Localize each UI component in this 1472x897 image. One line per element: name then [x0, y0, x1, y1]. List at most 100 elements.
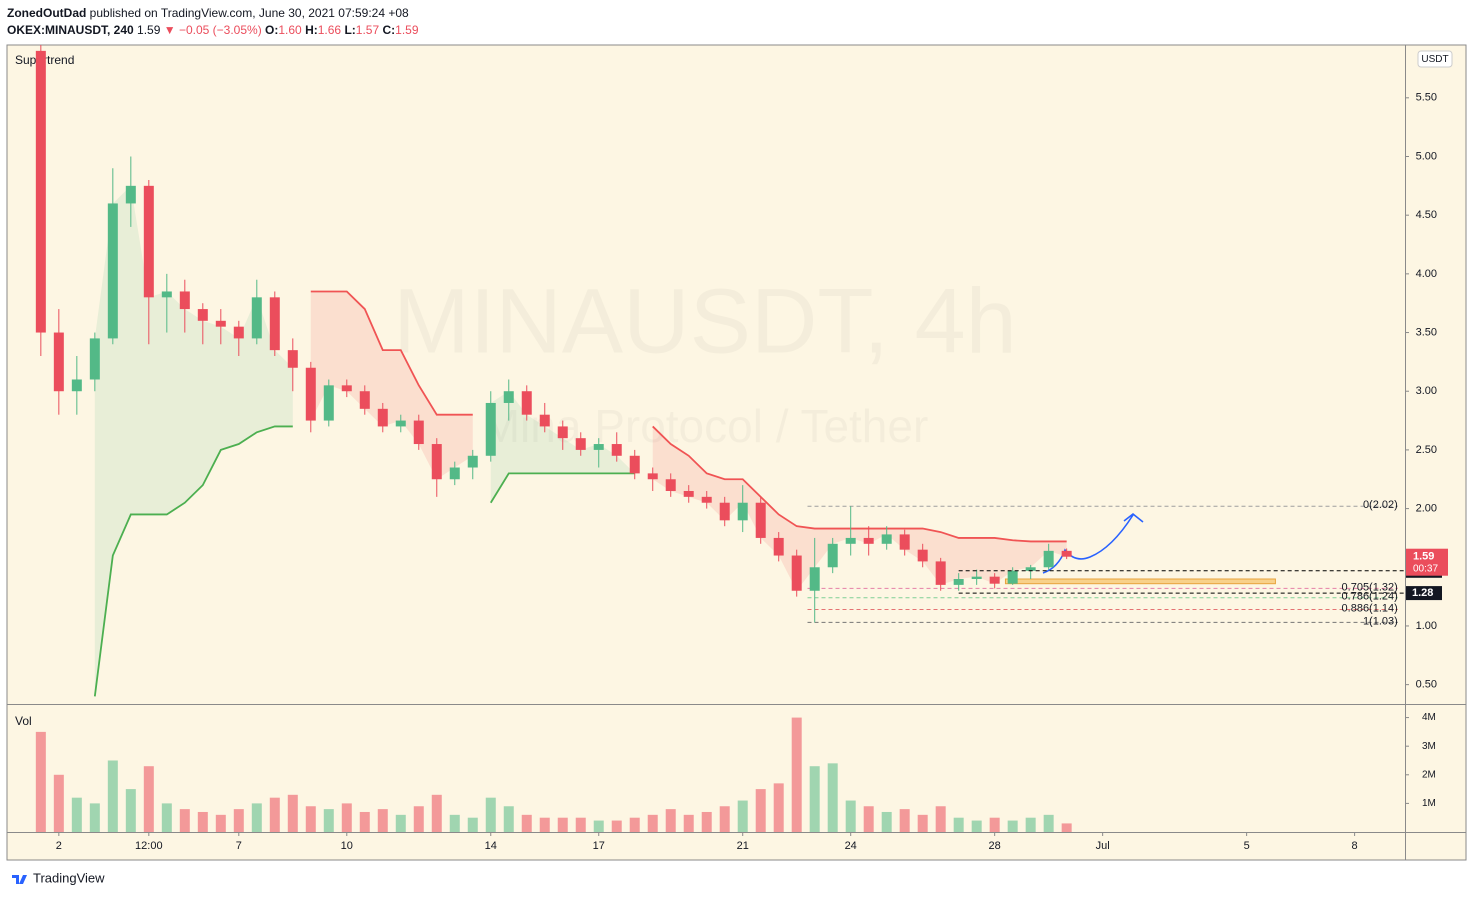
price-tag	[1406, 548, 1448, 576]
candle-body	[431, 444, 442, 480]
candle-body	[395, 420, 406, 427]
fib-label: 0(2.02)	[1363, 499, 1398, 511]
candle-body	[197, 309, 208, 321]
volume-bar	[269, 797, 280, 832]
volume-bar	[701, 811, 712, 832]
o-value: 1.60	[278, 23, 302, 37]
candle-body	[611, 444, 622, 456]
candle-body	[323, 385, 334, 421]
volume-bar	[305, 806, 316, 832]
volume-bar	[377, 809, 388, 832]
volume-bar	[1007, 820, 1018, 832]
o-label: O:	[265, 23, 279, 37]
candle-body	[827, 543, 838, 568]
symbol: OKEX:MINAUSDT, 240	[7, 23, 134, 37]
candle-body	[1061, 550, 1072, 557]
candle-body	[89, 338, 100, 380]
volume-bar	[431, 794, 442, 832]
volume-bar	[125, 789, 136, 832]
brand-logo	[8, 875, 27, 884]
candle-body	[647, 473, 658, 480]
x-tick-label: 10	[341, 840, 353, 852]
candle-body	[773, 537, 784, 556]
vol-tick-label: 1M	[1422, 798, 1436, 809]
candle-body	[971, 576, 982, 580]
volume-bar	[1061, 823, 1072, 832]
y-tick-label: 4.50	[1416, 209, 1437, 221]
x-tick-label: 12:00	[135, 840, 163, 852]
volume-bar	[845, 800, 856, 832]
candle-body	[755, 502, 766, 538]
x-tick-label: 14	[485, 840, 497, 852]
volume-bar	[575, 817, 586, 832]
candle-body	[179, 291, 190, 310]
x-tick-label: 2	[56, 840, 62, 852]
candle-body	[845, 537, 856, 544]
x-tick-label: 8	[1352, 840, 1358, 852]
volume-bar	[323, 809, 334, 832]
candle-body	[791, 555, 802, 591]
volume-bar	[521, 814, 532, 832]
candle-body	[215, 320, 226, 327]
volume-bar	[413, 806, 424, 832]
h-value: 1.66	[317, 23, 342, 37]
volume-bar	[539, 817, 550, 832]
projection-arrow	[1042, 512, 1144, 574]
y-tick-label: 2.00	[1416, 502, 1437, 514]
last: 1.59	[137, 23, 161, 37]
volume-bar	[593, 820, 604, 832]
candle-body	[413, 420, 424, 445]
candle-body	[449, 467, 460, 480]
candle-body	[935, 561, 946, 585]
fib-label: 0.786(1.24)	[1342, 591, 1398, 603]
volume-bar	[485, 797, 496, 832]
candle-body	[737, 502, 748, 521]
fib-label: 0.705(1.32)	[1342, 581, 1398, 593]
candle-body	[899, 534, 910, 550]
change: ▼ −0.05 (−3.05%)	[163, 23, 262, 37]
volume-bar	[773, 783, 784, 832]
candle-body	[503, 391, 514, 403]
x-tick-label: 21	[737, 840, 749, 852]
supertrend-line	[93, 425, 293, 697]
countdown: 00:37	[1413, 563, 1438, 574]
supertrend-line	[310, 290, 473, 416]
watermark: MINAUSDT, 4h	[393, 270, 1017, 372]
candle-body	[233, 326, 244, 339]
candle-body	[341, 385, 352, 392]
volume-bar	[143, 766, 154, 832]
supertrend-fill	[652, 426, 1067, 591]
candle-body	[701, 496, 712, 503]
volume-bar	[971, 820, 982, 832]
volume-bar	[449, 814, 460, 832]
volume-bar	[899, 809, 910, 832]
vol-tick-label: 3M	[1422, 741, 1436, 752]
candle-body	[593, 444, 604, 450]
volume-bar	[989, 817, 1000, 832]
volume-bar	[665, 809, 676, 832]
candle-body	[71, 379, 82, 392]
volume-bar	[179, 809, 190, 832]
x-tick-label: 17	[593, 840, 605, 852]
volume-bar	[791, 717, 802, 832]
candle-body	[989, 576, 1000, 584]
volume-bar	[935, 806, 946, 832]
x-tick-label: 7	[236, 840, 242, 852]
currency: USDT	[1421, 54, 1448, 65]
c-label: C:	[382, 23, 396, 37]
supertrend-fill	[94, 185, 293, 697]
x-tick-label: Jul	[1096, 840, 1110, 852]
l-value: 1.57	[355, 23, 380, 37]
volume-bar	[755, 789, 766, 832]
candle-body	[809, 567, 820, 591]
volume-bar	[341, 803, 352, 832]
candle-body	[467, 455, 478, 468]
h-label: H:	[305, 23, 318, 37]
publish-line: ZonedOutDad published on TradingView.com…	[7, 5, 419, 22]
supertrend-line	[652, 425, 1067, 543]
supertrend-fill	[310, 291, 473, 480]
currency-badge	[1417, 50, 1453, 68]
chart-frame	[6, 44, 1467, 861]
volume-bar	[197, 811, 208, 832]
